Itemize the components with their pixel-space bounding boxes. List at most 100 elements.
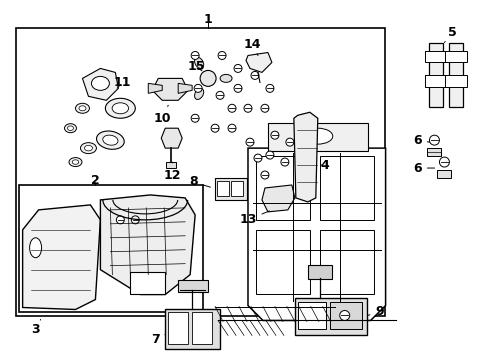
Polygon shape [82,68,118,100]
Circle shape [339,310,349,320]
Ellipse shape [69,158,82,167]
Ellipse shape [194,88,203,99]
Polygon shape [100,195,195,294]
Circle shape [116,216,124,224]
Polygon shape [152,78,188,100]
Ellipse shape [112,103,128,114]
Ellipse shape [91,76,109,90]
Text: 15: 15 [187,60,204,73]
Ellipse shape [105,98,135,118]
Circle shape [227,124,236,132]
Polygon shape [245,53,271,72]
Circle shape [211,124,219,132]
Circle shape [234,84,242,92]
Bar [130,272,165,293]
Text: 12: 12 [163,162,181,181]
Ellipse shape [102,135,118,145]
Polygon shape [293,112,317,202]
Bar [168,312,188,345]
Circle shape [234,64,242,72]
Bar [255,230,309,293]
Ellipse shape [84,145,92,151]
Text: 4: 4 [320,158,328,172]
Text: 8: 8 [188,175,210,189]
Bar [437,170,450,178]
Circle shape [227,104,236,112]
Bar [19,185,203,312]
Ellipse shape [64,124,76,133]
Circle shape [253,154,262,162]
Bar [230,181,243,196]
Circle shape [244,104,251,112]
Polygon shape [148,84,162,93]
Text: 11: 11 [113,76,131,89]
Bar [255,156,309,220]
Bar [445,75,467,87]
Ellipse shape [220,75,232,82]
Circle shape [270,131,278,139]
Bar [294,298,366,336]
Ellipse shape [96,131,124,149]
Bar [178,280,208,292]
Bar [16,28,384,316]
Ellipse shape [75,103,89,113]
Bar [427,148,441,156]
Polygon shape [161,128,182,148]
Bar [215,178,246,200]
Text: 10: 10 [153,105,171,125]
Text: 7: 7 [151,333,165,346]
Ellipse shape [72,160,79,164]
Text: 5: 5 [444,26,456,42]
Circle shape [194,84,202,92]
Circle shape [216,91,224,99]
Circle shape [285,138,293,146]
Circle shape [250,71,259,80]
Circle shape [265,84,273,92]
Polygon shape [262,185,294,212]
Text: 2: 2 [91,174,100,186]
Bar [165,310,220,349]
Circle shape [200,71,216,86]
Bar [445,50,467,62]
Bar [448,42,463,107]
Bar [319,156,373,220]
Circle shape [280,158,288,166]
Ellipse shape [30,238,41,258]
Bar [329,302,361,329]
Circle shape [191,51,199,59]
Text: 6: 6 [412,162,434,175]
Bar [192,312,212,345]
Bar [217,181,228,196]
Ellipse shape [302,128,332,144]
Bar [425,75,447,87]
Bar [319,230,373,293]
Ellipse shape [79,106,86,111]
Circle shape [428,135,439,145]
Circle shape [191,114,199,122]
Polygon shape [22,205,100,310]
Bar [297,302,325,329]
Circle shape [218,51,225,59]
Bar [307,265,331,279]
Text: 13: 13 [239,211,269,226]
Circle shape [261,104,268,112]
Text: 3: 3 [31,319,41,336]
Ellipse shape [81,143,96,154]
Circle shape [131,216,139,224]
Bar [428,42,443,107]
Circle shape [439,157,448,167]
Text: 1: 1 [203,13,212,26]
Text: 6: 6 [412,134,428,147]
Ellipse shape [67,126,73,130]
Bar [425,50,447,62]
Circle shape [261,171,268,179]
Circle shape [265,151,273,159]
Ellipse shape [194,57,203,68]
Bar [166,162,176,168]
Polygon shape [247,148,385,320]
Circle shape [245,138,253,146]
Bar [267,123,367,151]
Polygon shape [178,84,192,93]
Text: 9: 9 [367,305,383,318]
Text: 14: 14 [243,38,260,55]
